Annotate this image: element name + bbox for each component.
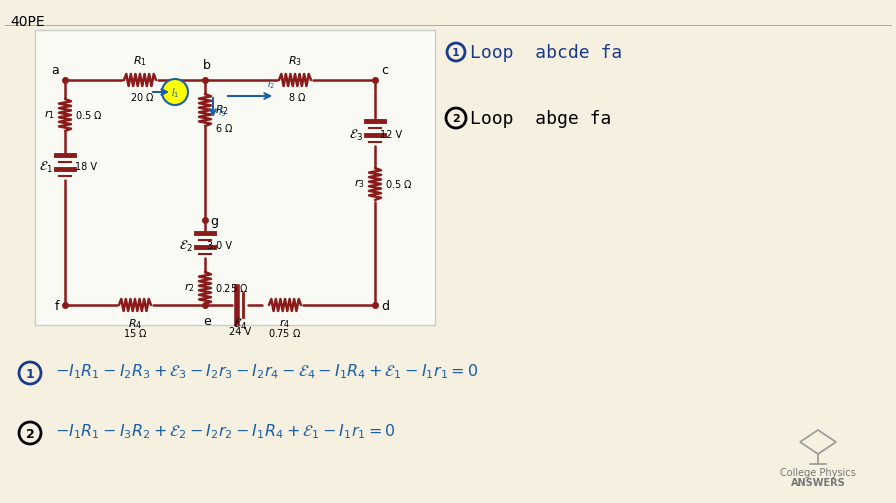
Text: $-I_1R_1 - I_3R_2 + \mathcal{E}_2 - I_2r_2 - I_1R_4 + \mathcal{E}_1 - I_1r_1 = 0: $-I_1R_1 - I_3R_2 + \mathcal{E}_2 - I_2r… [55,422,396,441]
Text: $r_4$: $r_4$ [280,317,290,330]
Text: Loop  abcde fa: Loop abcde fa [470,44,622,62]
Text: $R_2$: $R_2$ [215,103,228,117]
Text: $-I_1R_1 - I_2R_3 + \mathcal{E}_3 - I_2r_3 - I_2r_4 - \mathcal{E}_4 - I_1R_4 + \: $-I_1R_1 - I_2R_3 + \mathcal{E}_3 - I_2r… [55,362,478,381]
Text: 2: 2 [26,428,34,441]
Text: $I_1$: $I_1$ [171,86,179,100]
Text: $\mathcal{E}_2$: $\mathcal{E}_2$ [179,238,193,254]
Text: College Physics: College Physics [780,468,856,478]
Text: $\mathcal{E}_4$: $\mathcal{E}_4$ [233,317,247,332]
Text: 3.0 V: 3.0 V [207,241,232,251]
Text: 0.5 $\Omega$: 0.5 $\Omega$ [385,178,412,190]
Text: $r_2$: $r_2$ [185,282,195,294]
Text: 0.25 $\Omega$: 0.25 $\Omega$ [215,282,248,294]
Text: d: d [381,300,389,313]
Text: 12 V: 12 V [380,130,402,140]
Text: b: b [203,59,211,72]
Text: Loop  abge fa: Loop abge fa [470,110,611,128]
Text: $R_4$: $R_4$ [128,317,142,331]
Circle shape [162,79,188,105]
Text: g: g [210,215,218,228]
Text: 8 $\Omega$: 8 $\Omega$ [288,91,306,103]
Text: a: a [51,64,59,77]
Text: 0.75 $\Omega$: 0.75 $\Omega$ [269,327,302,339]
Text: 15 $\Omega$: 15 $\Omega$ [123,327,147,339]
Text: 1: 1 [452,48,460,58]
Text: 24 V: 24 V [229,327,251,337]
Text: $R_3$: $R_3$ [288,54,302,68]
Text: 40PE: 40PE [10,15,45,29]
Text: $I_3$: $I_3$ [218,105,227,119]
FancyBboxPatch shape [35,30,435,325]
Text: $\mathcal{E}_3$: $\mathcal{E}_3$ [349,127,363,142]
Text: c: c [381,64,388,77]
Text: e: e [203,315,211,328]
Text: 20 $\Omega$: 20 $\Omega$ [130,91,154,103]
Text: $r_1$: $r_1$ [44,109,55,121]
Text: 1: 1 [26,368,34,380]
Text: f: f [55,300,59,313]
Text: $I_2$: $I_2$ [267,77,275,91]
Text: $\mathcal{E}_1$: $\mathcal{E}_1$ [39,159,53,175]
Text: 18 V: 18 V [75,162,97,172]
Text: 0.5 $\Omega$: 0.5 $\Omega$ [75,109,102,121]
Text: 6 $\Omega$: 6 $\Omega$ [215,122,233,134]
Text: $R_1$: $R_1$ [133,54,147,68]
Text: ANSWERS: ANSWERS [790,478,845,488]
Text: $r_3$: $r_3$ [354,178,365,191]
Text: 2: 2 [452,114,460,124]
